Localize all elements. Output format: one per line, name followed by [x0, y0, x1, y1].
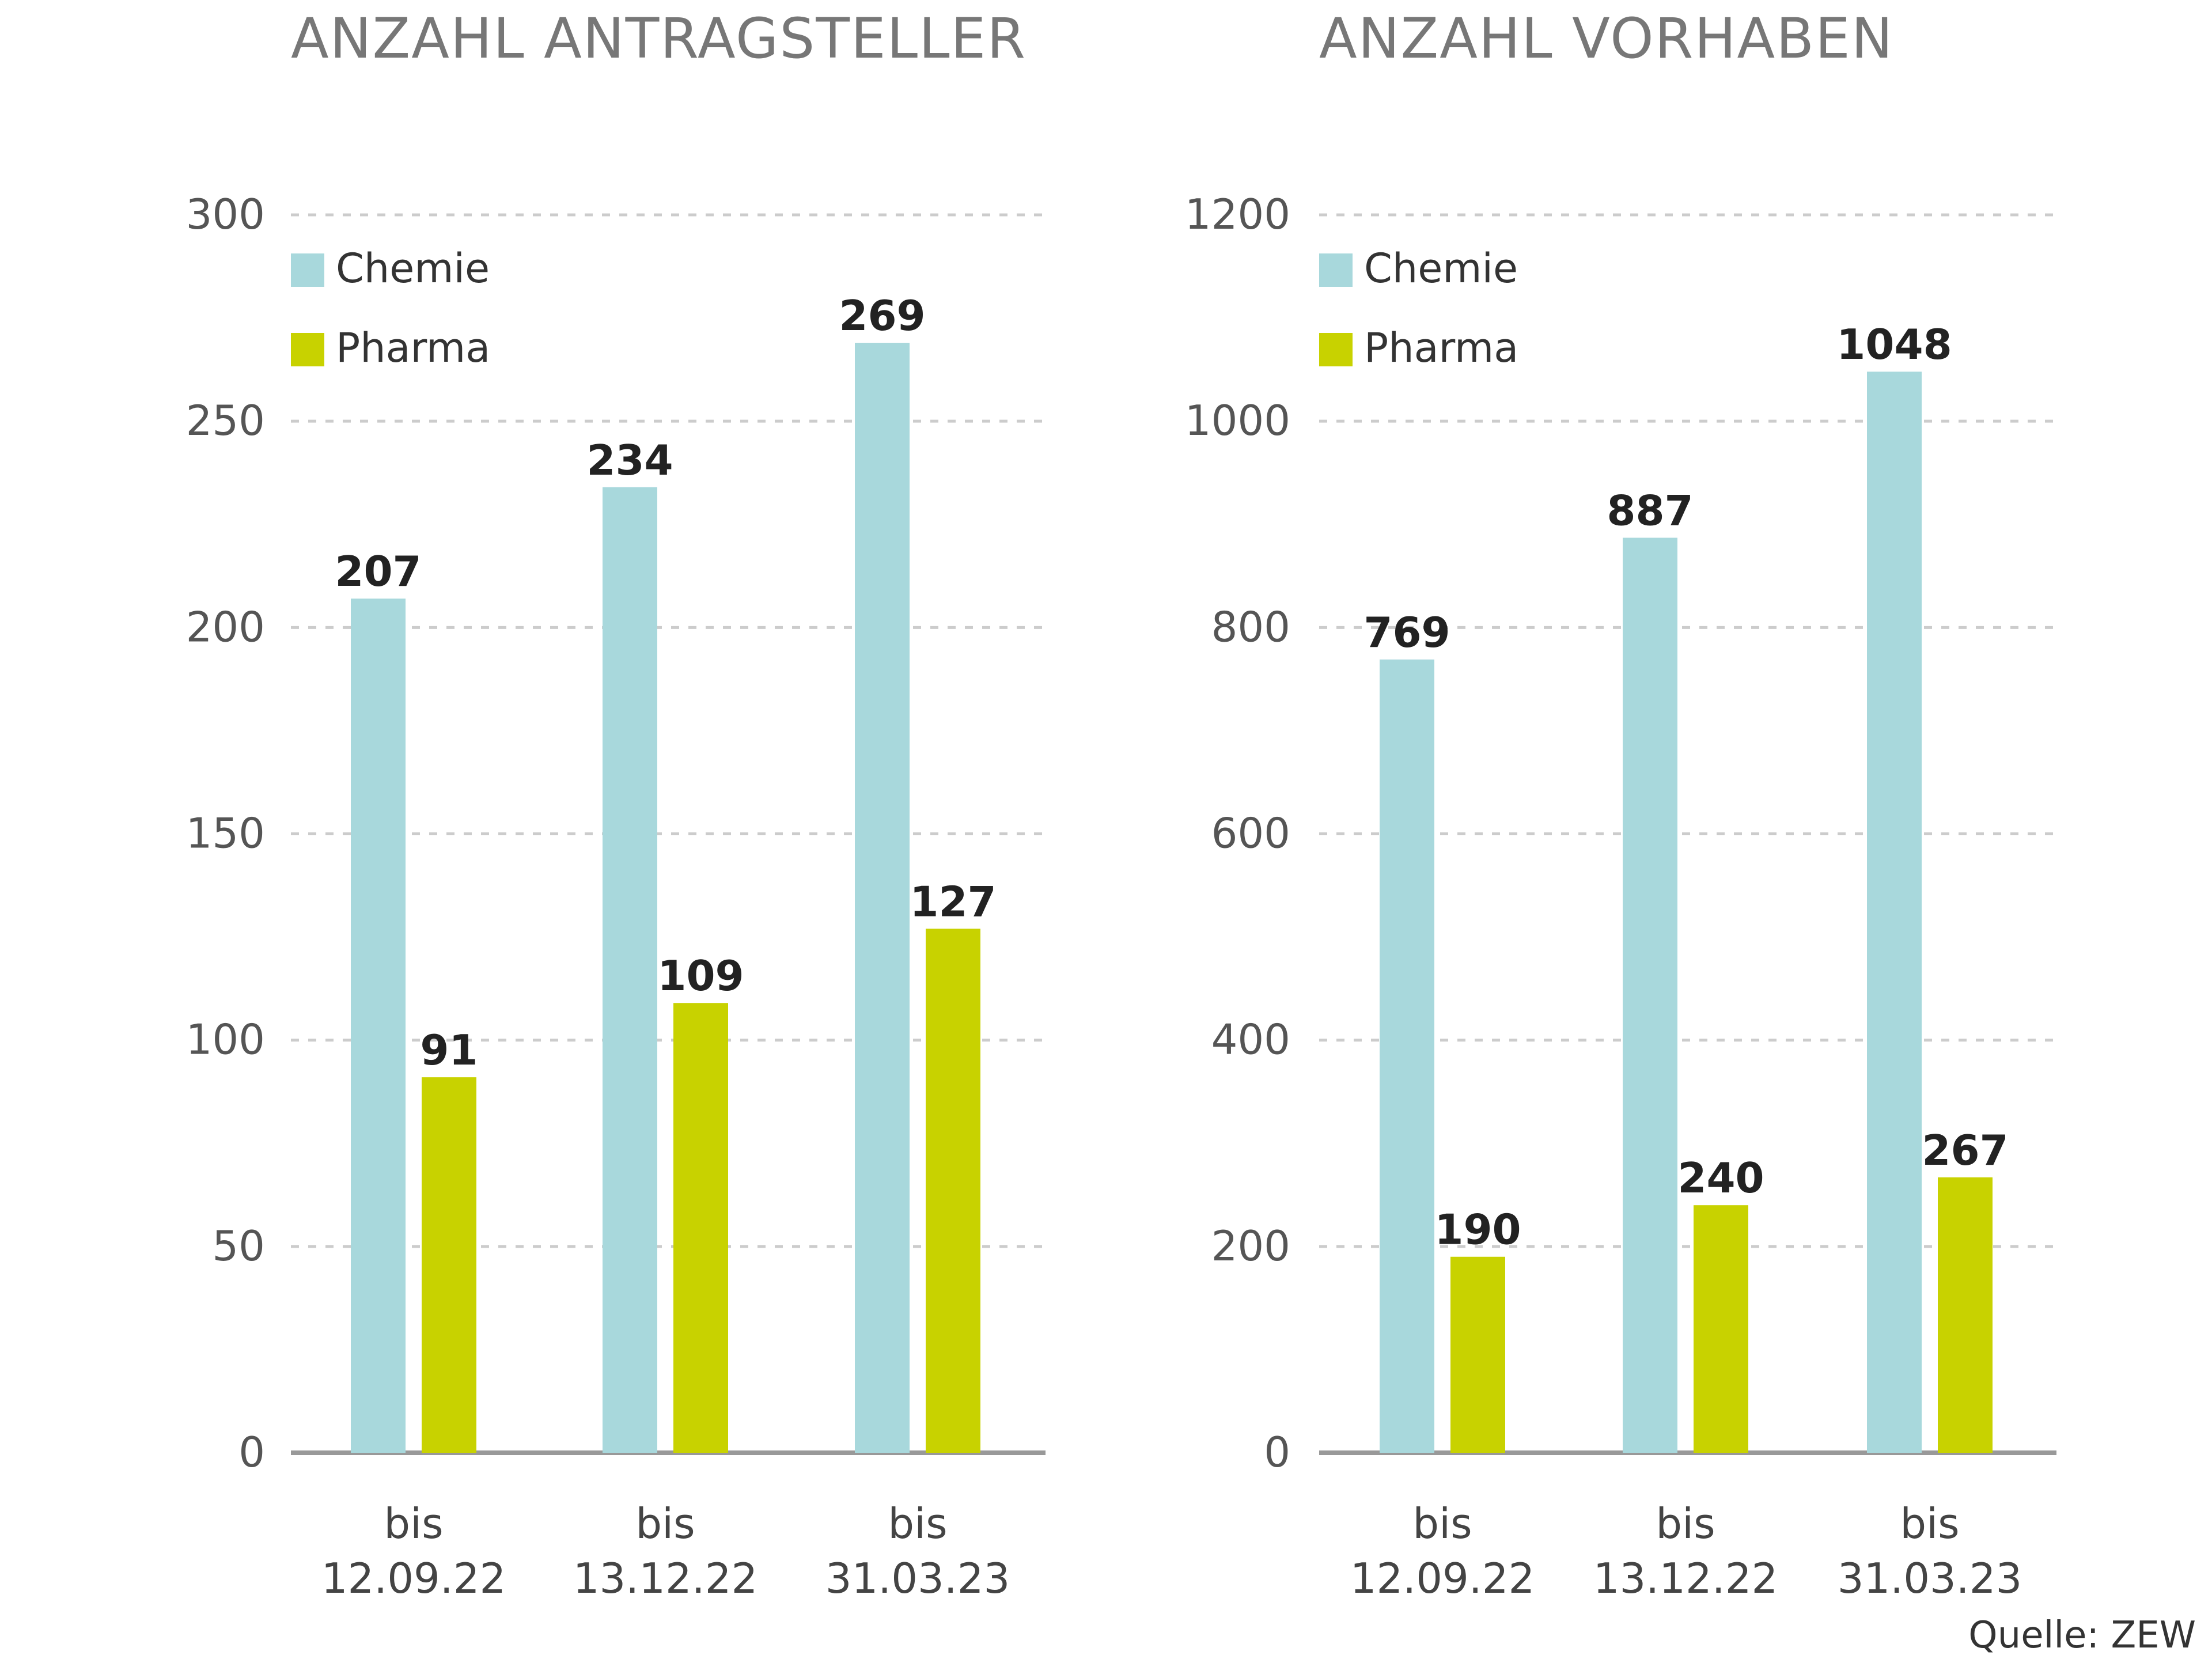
bar-chemie [351, 599, 406, 1453]
legend-swatch-pharma [291, 333, 324, 366]
x-tick-label: bis [1412, 1499, 1472, 1548]
legend-label: Pharma [1364, 324, 1518, 372]
legend-swatch-pharma [1319, 333, 1353, 366]
chart-title: ANZAHL VORHABEN [1319, 6, 1894, 71]
value-label: 240 [1677, 1154, 1764, 1202]
value-label: 267 [1922, 1126, 2008, 1175]
bar-pharma [1694, 1205, 1748, 1453]
y-tick-label: 800 [1211, 603, 1290, 651]
y-tick-label: 50 [212, 1222, 265, 1270]
bar-chemie [855, 343, 910, 1453]
y-tick-label: 150 [186, 809, 265, 858]
value-label: 207 [335, 547, 421, 596]
y-tick-label: 0 [238, 1428, 265, 1476]
value-label: 269 [839, 291, 925, 340]
y-tick-label: 1200 [1185, 190, 1290, 238]
x-tick-label: bis [888, 1499, 947, 1548]
y-tick-label: 200 [1211, 1222, 1290, 1270]
x-tick-label: 13.12.22 [1593, 1554, 1778, 1603]
legend-swatch-chemie [1319, 253, 1353, 287]
bar-pharma [1938, 1177, 1993, 1453]
value-label: 769 [1363, 608, 1450, 657]
x-tick-label: bis [384, 1499, 443, 1548]
chart-title: ANZAHL ANTRAGSTELLER [291, 6, 1027, 71]
legend-swatch-chemie [291, 253, 324, 287]
y-tick-label: 100 [186, 1016, 265, 1064]
y-tick-label: 300 [186, 190, 265, 238]
bar-chemie [603, 487, 657, 1453]
value-label: 127 [910, 877, 996, 926]
bar-pharma [1450, 1256, 1505, 1453]
y-tick-label: 400 [1211, 1016, 1290, 1064]
bar-chemie [1623, 537, 1677, 1453]
value-label: 109 [657, 952, 744, 1000]
y-tick-label: 600 [1211, 809, 1290, 858]
y-tick-label: 250 [186, 396, 265, 445]
bar-chemie [1380, 659, 1434, 1453]
x-tick-label: bis [635, 1499, 695, 1548]
x-tick-label: bis [1900, 1499, 1959, 1548]
bar-pharma [926, 929, 980, 1453]
bar-pharma [673, 1003, 728, 1453]
y-tick-label: 0 [1264, 1428, 1290, 1476]
legend-label: Chemie [1364, 245, 1518, 292]
bar-pharma [422, 1077, 476, 1453]
x-tick-label: 13.12.22 [573, 1554, 758, 1603]
value-label: 1048 [1836, 320, 1952, 369]
x-tick-label: 31.03.23 [1838, 1554, 2022, 1603]
chart-1: ANZAHL ANTRAGSTELLER 0 50 100 150 200 250 300 20… [186, 6, 1046, 1603]
bar-chemie [1867, 372, 1922, 1453]
x-tick-label: bis [1656, 1499, 1715, 1548]
x-tick-label: 12.09.22 [1350, 1554, 1535, 1603]
value-label: 91 [420, 1026, 478, 1074]
value-label: 234 [586, 436, 673, 484]
chart-2: ANZAHL VORHABEN 0 200 400 600 800 1000 1200 769 1… [1185, 6, 2056, 1603]
legend-label: Chemie [336, 245, 490, 292]
x-tick-label: 12.09.22 [321, 1554, 506, 1603]
y-tick-label: 200 [186, 603, 265, 651]
x-tick-label: 31.03.23 [825, 1554, 1010, 1603]
value-label: 887 [1607, 487, 1693, 535]
value-label: 190 [1434, 1206, 1521, 1254]
y-tick-label: 1000 [1185, 396, 1290, 445]
source-note: Quelle: ZEW [1968, 1614, 2196, 1657]
legend-label: Pharma [336, 324, 490, 372]
